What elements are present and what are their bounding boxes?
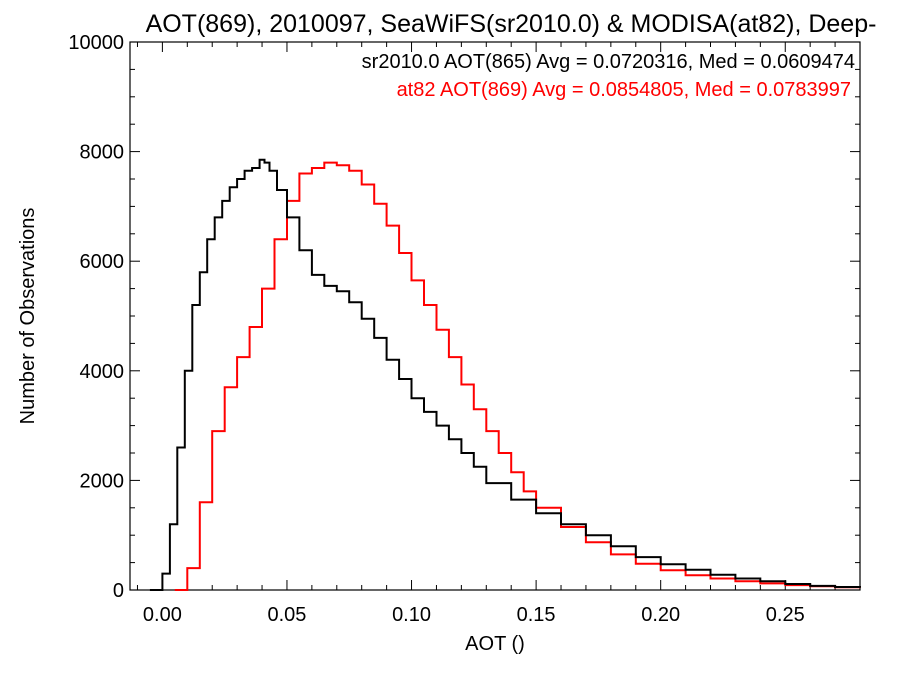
series-at82-line <box>174 161 861 591</box>
plot-frame <box>129 41 861 591</box>
legend-entry-red: at82 AOT(869) Avg = 0.0854805, Med = 0.0… <box>397 79 851 101</box>
y-tick-label: 2000 <box>80 470 125 492</box>
x-tick-label: 0.00 <box>143 604 182 626</box>
legend-entry-black: sr2010.0 AOT(865) Avg = 0.0720316, Med =… <box>362 51 855 73</box>
y-tick-label: 8000 <box>80 142 125 164</box>
x-tick-label: 0.05 <box>267 604 306 626</box>
x-tick-label: 0.15 <box>517 604 556 626</box>
y-tick-label: 0 <box>113 580 124 602</box>
tick-labels: 0.00 0.05 0.10 0.15 0.20 0.25 0 2000 4000 6000 800… <box>68 32 804 626</box>
x-tick-label: 0.25 <box>766 604 805 626</box>
y-tick-label: 10000 <box>68 32 124 54</box>
series-sr2010-line <box>149 158 861 591</box>
y-tick-label: 4000 <box>80 361 125 383</box>
series-lines <box>149 158 861 591</box>
x-tick-label: 0.10 <box>392 604 431 626</box>
x-tick-label: 0.20 <box>641 604 680 626</box>
y-axis-title: Number of Observations <box>17 208 39 425</box>
chart-title: AOT(869), 2010097, SeaWiFS(sr2010.0) & M… <box>146 10 877 38</box>
axis-ticks <box>130 41 861 591</box>
x-axis-title: AOT () <box>465 633 525 655</box>
y-tick-label: 6000 <box>80 251 125 273</box>
